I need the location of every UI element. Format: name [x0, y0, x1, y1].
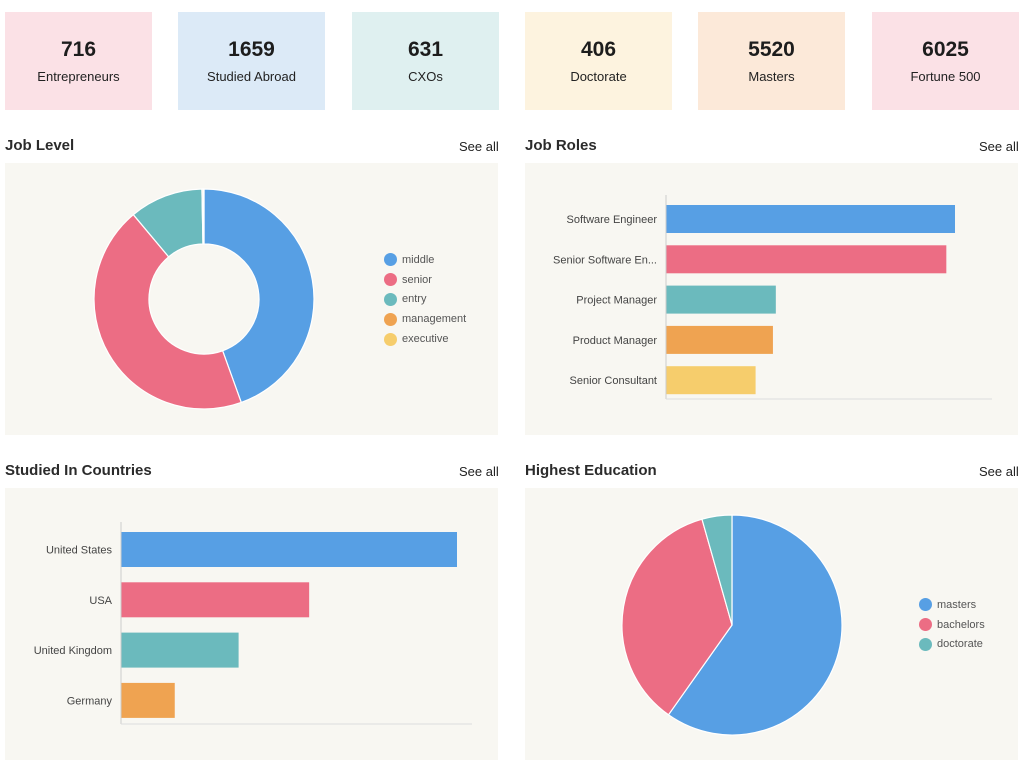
stat-label: Studied Abroad — [207, 69, 296, 84]
bar-germany — [121, 682, 175, 718]
stat-card-studied-abroad: 1659 Studied Abroad — [178, 12, 325, 110]
legend-swatch — [384, 273, 397, 287]
legend-label: masters — [937, 598, 977, 611]
job-level-panel: middle senior entry management executive — [5, 163, 498, 435]
legend-label: executive — [402, 333, 449, 346]
legend-swatch — [384, 292, 397, 306]
bar-label-usa: USA — [89, 595, 112, 607]
education-pie-chart — [621, 514, 843, 736]
bar-product-manager — [666, 325, 773, 354]
job-roles-bar-chart: Software Engineer Senior Software En... Pr… — [553, 195, 992, 400]
stat-value: 1659 — [228, 38, 275, 61]
legend-label: senior — [402, 273, 432, 286]
countries-panel: United States USA United Kingdom Germany — [5, 488, 498, 760]
bar-label-software-engineer: Software Engineer — [567, 214, 658, 226]
stat-value: 716 — [60, 38, 97, 61]
stat-label: Masters — [748, 69, 795, 84]
stat-card-cxos: 631 CXOs — [352, 12, 499, 110]
bar-senior-consultant — [666, 366, 756, 395]
legend-item-masters[interactable]: masters — [919, 595, 985, 615]
legend-label: doctorate — [937, 638, 983, 651]
bar-united-states — [121, 532, 457, 567]
job-roles-panel: Software Engineer Senior Software En... Pr… — [525, 163, 1018, 435]
stat-value: 406 — [580, 38, 617, 61]
bar-label-senior-software-en: Senior Software En... — [553, 254, 657, 266]
legend-item-doctorate[interactable]: doctorate — [919, 635, 985, 655]
slice-senior — [93, 213, 243, 410]
legend-label: management — [402, 313, 467, 326]
bar-label-senior-consultant: Senior Consultant — [570, 375, 657, 387]
slice-executive — [202, 188, 205, 245]
bar-software-engineer — [666, 205, 955, 233]
legend-swatch — [384, 312, 397, 326]
education-panel: masters bachelors doctorate — [525, 488, 1018, 760]
legend-swatch — [384, 253, 397, 267]
slice-bachelors — [621, 518, 733, 716]
legend-swatch — [919, 637, 932, 651]
stat-card-entrepreneurs: 716 Entrepreneurs — [5, 12, 152, 110]
bar-united-kingdom — [121, 632, 239, 668]
bar-usa — [121, 582, 310, 618]
stat-label: Entrepreneurs — [37, 69, 120, 84]
countries-title: Studied In Countries — [5, 462, 152, 479]
bar-label-project-manager: Project Manager — [576, 295, 657, 307]
legend-item-entry[interactable]: entry — [384, 290, 466, 310]
bar-senior-software-en — [666, 245, 947, 274]
stat-card-doctorate: 406 Doctorate — [525, 12, 672, 110]
legend-item-bachelors[interactable]: bachelors — [919, 615, 985, 635]
legend-swatch — [919, 618, 932, 632]
legend-item-senior[interactable]: senior — [384, 270, 466, 290]
education-title: Highest Education — [525, 462, 657, 479]
job-level-legend: middle senior entry management executive — [384, 250, 466, 349]
stat-label: CXOs — [408, 69, 443, 84]
slice-middle — [203, 188, 315, 404]
job-roles-see-all-link[interactable]: See all — [979, 139, 1019, 154]
legend-swatch — [384, 332, 397, 346]
job-level-donut-chart — [93, 188, 315, 410]
legend-swatch — [919, 598, 932, 612]
bar-label-united-states: United States — [46, 545, 113, 557]
job-roles-title: Job Roles — [525, 137, 597, 154]
stat-label: Doctorate — [570, 69, 627, 84]
bar-project-manager — [666, 285, 776, 314]
countries-see-all-link[interactable]: See all — [459, 464, 499, 479]
job-level-see-all-link[interactable]: See all — [459, 139, 499, 154]
legend-label: bachelors — [937, 618, 985, 631]
legend-label: entry — [402, 293, 427, 306]
stat-value: 5520 — [748, 38, 795, 61]
legend-item-middle[interactable]: middle — [384, 250, 466, 270]
legend-label: middle — [402, 253, 435, 266]
education-see-all-link[interactable]: See all — [979, 464, 1019, 479]
legend-item-management[interactable]: management — [384, 309, 466, 329]
bar-label-united-kingdom: United Kingdom — [34, 645, 112, 657]
job-level-title: Job Level — [5, 137, 75, 154]
bar-label-germany: Germany — [67, 695, 113, 707]
stat-value: 6025 — [922, 38, 969, 61]
slice-masters — [667, 514, 843, 736]
slice-doctorate — [701, 514, 733, 626]
stat-value: 631 — [407, 38, 444, 61]
education-legend: masters bachelors doctorate — [919, 595, 985, 654]
bar-label-product-manager: Product Manager — [573, 335, 658, 347]
stat-label: Fortune 500 — [910, 69, 981, 84]
stat-card-fortune-500: 6025 Fortune 500 — [872, 12, 1019, 110]
legend-item-executive[interactable]: executive — [384, 329, 466, 349]
countries-bar-chart: United States USA United Kingdom Germany — [34, 522, 472, 725]
stat-card-masters: 5520 Masters — [698, 12, 845, 110]
